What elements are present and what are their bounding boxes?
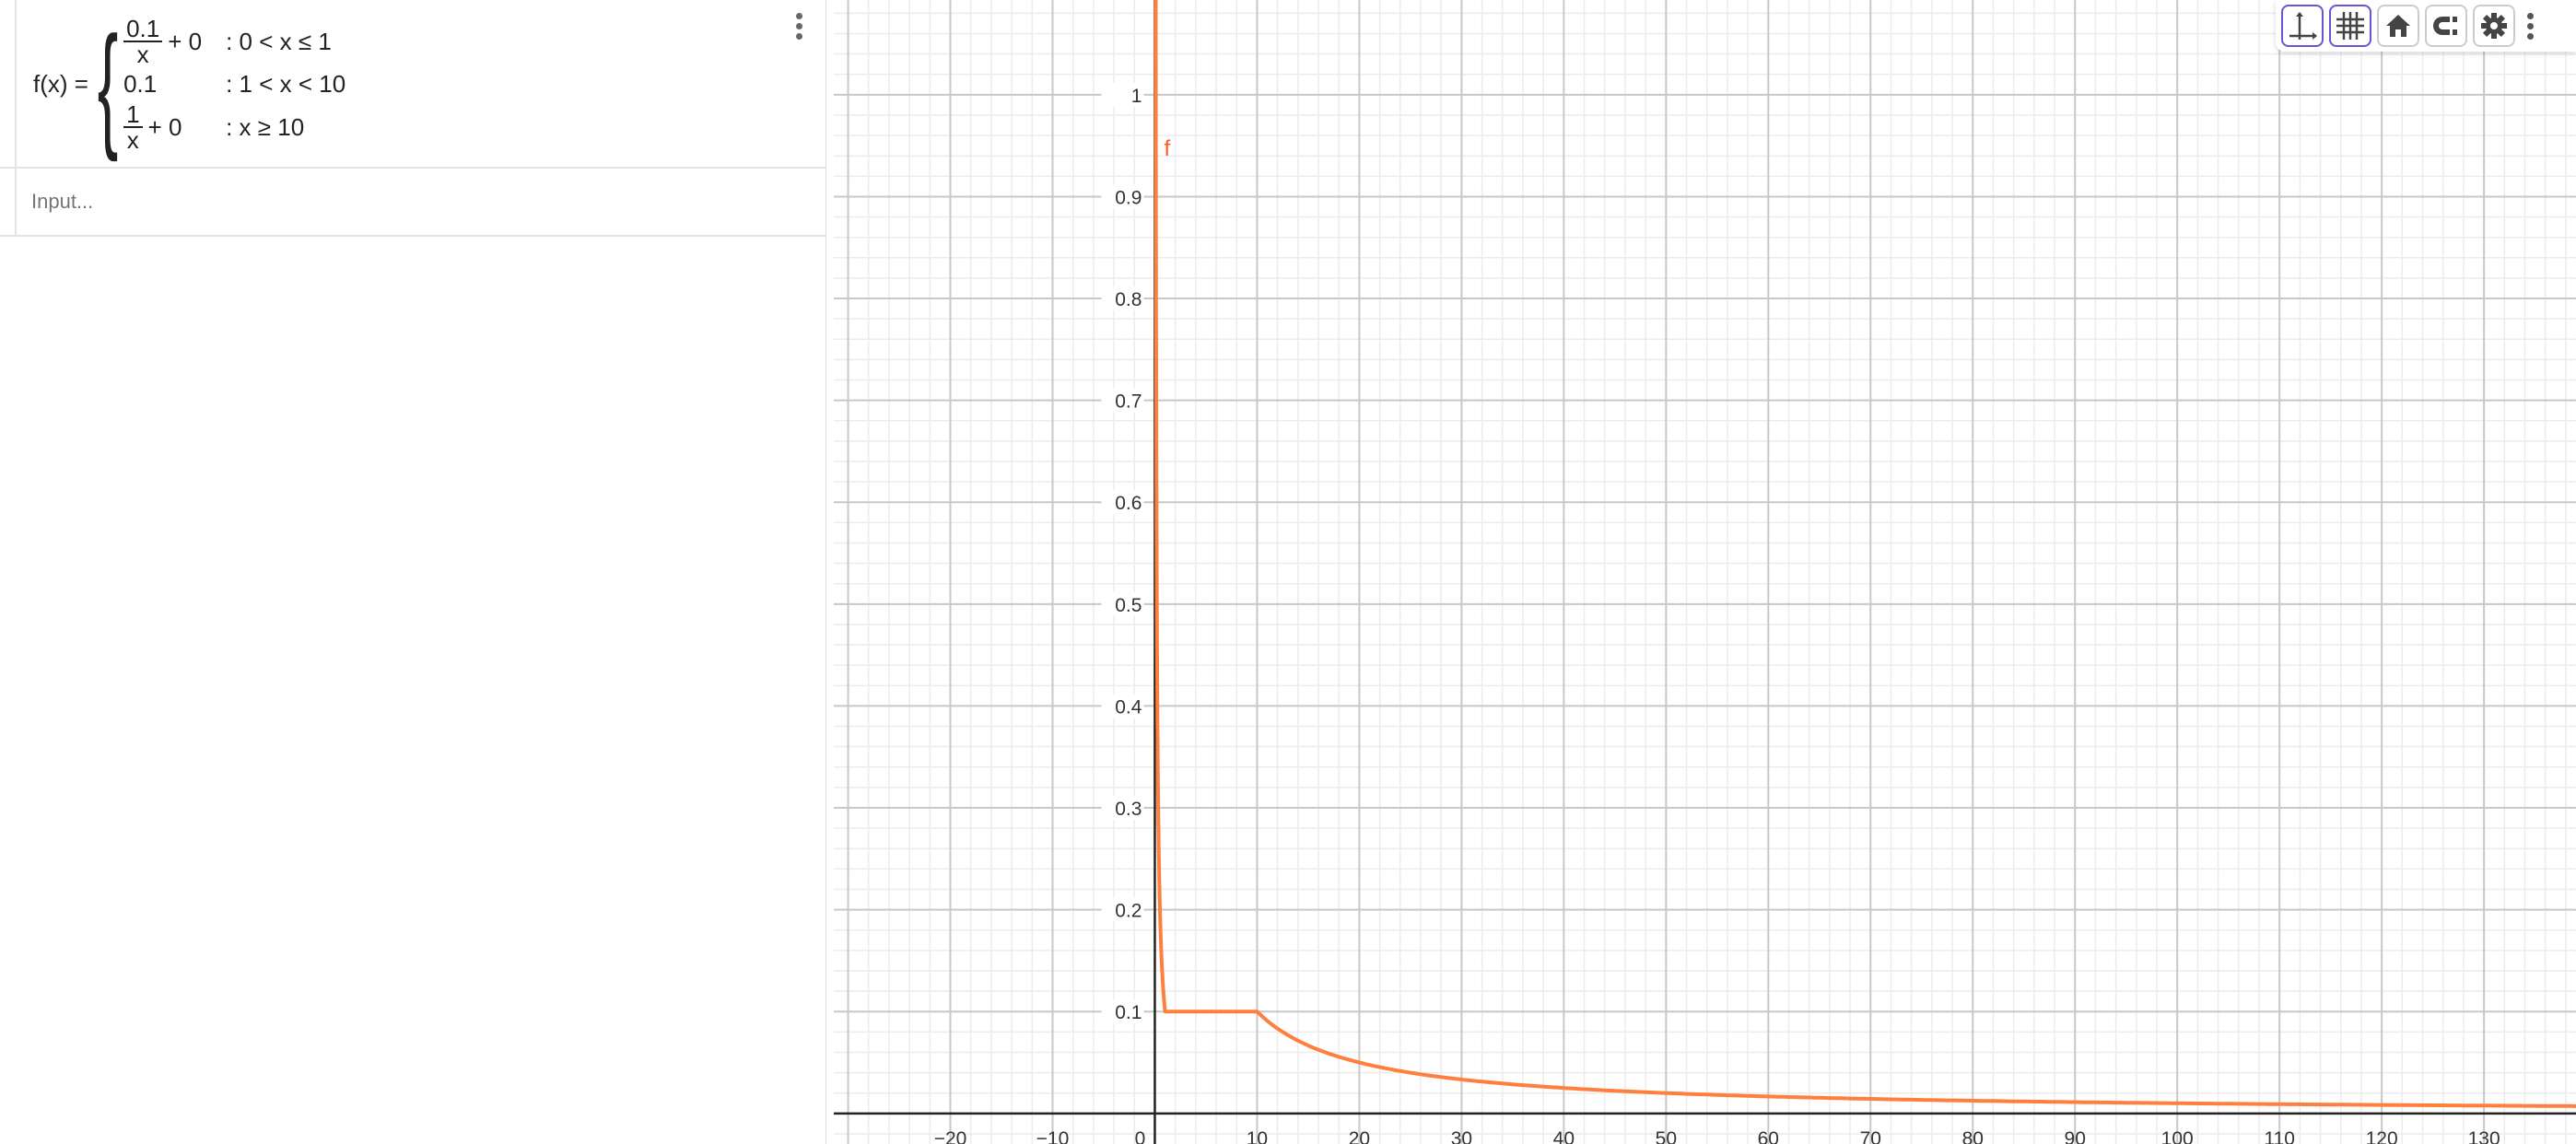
- y-tick-label-bg: [1101, 388, 1144, 413]
- fraction: 0.1 x: [123, 17, 163, 68]
- gear-icon: [2481, 13, 2507, 39]
- y-tick-label: 0.5: [1115, 595, 1142, 616]
- y-tick-label: 0.9: [1115, 187, 1142, 208]
- case-2-expr: 0.1: [123, 70, 202, 99]
- y-tick-label-bg: [1101, 591, 1144, 616]
- y-tick-label-bg: [1101, 82, 1144, 107]
- y-tick-label-bg: [1101, 490, 1144, 515]
- y-tick-label-bg: [1101, 796, 1144, 821]
- x-tick-label: 110: [2264, 1128, 2294, 1144]
- case-3-rest: + 0: [147, 112, 182, 141]
- y-tick-label-bg: [1101, 286, 1144, 311]
- y-tick-label-bg: [1101, 694, 1144, 718]
- x-tick-label: 100: [2161, 1128, 2194, 1144]
- x-tick-label: 80: [1962, 1128, 1984, 1144]
- left-brace: {: [97, 6, 119, 162]
- home-icon: [2386, 15, 2410, 37]
- numerator: 1: [123, 102, 143, 128]
- y-tick-label: 1: [1131, 86, 1142, 107]
- x-tick-label: 50: [1656, 1128, 1677, 1144]
- y-tick-label-bg: [1101, 897, 1144, 922]
- graphics-toolbar: [2276, 0, 2576, 52]
- y-tick-label: 0.6: [1115, 493, 1142, 514]
- toggle-axes-button[interactable]: [2281, 5, 2324, 47]
- case-3-condition: : x ≥ 10: [226, 112, 305, 141]
- formula-lhs: f(x) =: [33, 70, 88, 98]
- denominator: x: [136, 41, 149, 68]
- input-row[interactable]: [0, 169, 825, 237]
- denominator: x: [126, 126, 139, 154]
- x-tick-label: 90: [2065, 1128, 2086, 1144]
- case-2-value: 0.1: [123, 70, 158, 98]
- y-tick-label: 0.4: [1115, 696, 1142, 718]
- piecewise-formula[interactable]: f(x) = { 0.1 x + 0 : 0 < x ≤ 1 0.1 : 1 < …: [33, 13, 345, 156]
- case-1-condition: : 0 < x ≤ 1: [226, 27, 332, 55]
- y-tick-label: 0.3: [1115, 799, 1142, 820]
- case-1-rest: + 0: [168, 27, 203, 55]
- y-tick-label: 0.2: [1115, 901, 1142, 922]
- x-tick-label: 40: [1553, 1128, 1575, 1144]
- function-f-curve: [1153, 0, 2576, 1108]
- y-tick-label: 0.7: [1115, 391, 1142, 413]
- axes-icon: [2289, 12, 2317, 40]
- x-tick-label: 10: [1247, 1128, 1268, 1144]
- x-tick-label: 20: [1349, 1128, 1370, 1144]
- toggle-grid-button[interactable]: [2329, 5, 2371, 47]
- y-tick-label: 0.1: [1115, 1002, 1142, 1023]
- case-1-expr: 0.1 x + 0: [123, 17, 202, 66]
- home-button[interactable]: [2377, 5, 2419, 47]
- x-tick-label: 120: [2366, 1128, 2398, 1144]
- grid-icon: [2336, 12, 2364, 40]
- function-label: f: [1164, 136, 1170, 161]
- magnet-icon: [2433, 17, 2457, 35]
- numerator: 0.1: [123, 17, 163, 42]
- y-tick-label-bg: [1101, 184, 1144, 209]
- case-2-condition: : 1 < x < 10: [226, 70, 346, 98]
- x-tick-label: 60: [1758, 1128, 1779, 1144]
- x-tick-label: 130: [2468, 1128, 2500, 1144]
- snapping-button[interactable]: [2425, 5, 2467, 47]
- algebra-input[interactable]: [29, 189, 770, 215]
- item-menu-button[interactable]: [796, 13, 803, 43]
- x-tick-label: −20: [934, 1128, 967, 1144]
- algebra-panel: f(x) = { 0.1 x + 0 : 0 < x ≤ 1 0.1 : 1 < …: [0, 0, 826, 1144]
- more-options-button[interactable]: [2521, 12, 2539, 40]
- x-tick-label: 70: [1860, 1128, 1881, 1144]
- x-tick-label: −10: [1036, 1128, 1070, 1144]
- y-tick-label-bg: [1101, 999, 1144, 1024]
- algebra-item-f[interactable]: f(x) = { 0.1 x + 0 : 0 < x ≤ 1 0.1 : 1 < …: [0, 0, 825, 169]
- x-tick-label: 30: [1451, 1128, 1472, 1144]
- settings-button[interactable]: [2473, 5, 2515, 47]
- graphics-view[interactable]: −20 −10 0 10 20 30 40 50 60 70 80 90 100 110 120 130 0.1…: [834, 0, 2576, 1144]
- x-tick-label: 0: [1135, 1128, 1146, 1144]
- y-tick-label: 0.8: [1115, 289, 1142, 310]
